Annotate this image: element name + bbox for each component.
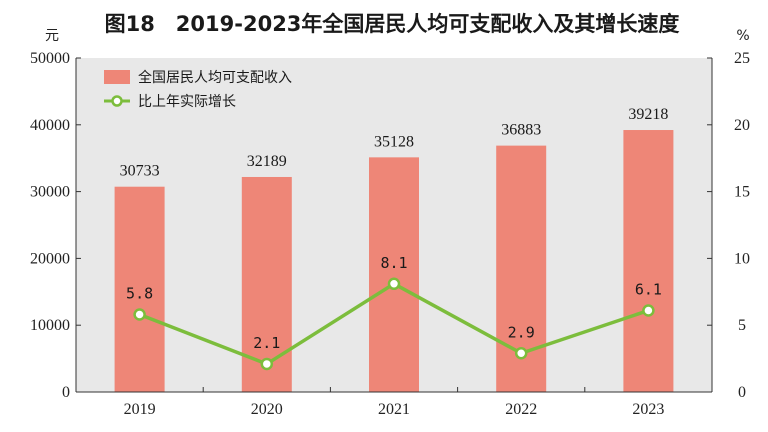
x-tick-label-2019: 2019 <box>124 401 156 418</box>
chart-title: 图18 2019-2023年全国居民人均可支配收入及其增长速度 <box>105 12 680 36</box>
legend-marker-growth <box>111 95 123 107</box>
left-tick-label: 20000 <box>30 250 70 267</box>
growth-label-2019: 5.8 <box>126 285 153 303</box>
right-axis-unit: % <box>736 28 749 44</box>
growth-point-2022 <box>514 347 528 360</box>
income-bar-label-2019: 30733 <box>120 163 160 180</box>
right-tick-label: 25 <box>734 50 750 67</box>
income-bar-2021 <box>369 157 419 392</box>
growth-label-2021: 8.1 <box>380 254 407 272</box>
legend-label-income: 全国居民人均可支配收入 <box>138 69 292 86</box>
left-tick-label: 30000 <box>30 184 70 201</box>
left-axis-unit: 元 <box>45 28 59 44</box>
left-tick-label: 0 <box>62 384 70 401</box>
growth-label-2023: 6.1 <box>635 281 662 299</box>
growth-point-2021 <box>387 277 401 291</box>
left-tick-label: 50000 <box>30 50 70 67</box>
income-bar-2023 <box>623 130 674 393</box>
right-tick-label: 15 <box>734 184 750 201</box>
legend: 全国居民人均可支配收入 比上年实际增长 <box>104 69 292 110</box>
right-tick-label: 10 <box>734 250 750 267</box>
growth-point-2023 <box>642 304 655 317</box>
income-bar-label-2023: 39218 <box>628 106 668 123</box>
income-bar-label-2021: 35128 <box>374 133 414 150</box>
right-tick-label: 20 <box>734 117 750 134</box>
income-bar-2019 <box>114 186 165 392</box>
x-tick-label-2020: 2020 <box>251 401 283 418</box>
left-tick-label: 10000 <box>30 317 70 334</box>
growth-label-2020: 2.1 <box>253 334 280 352</box>
x-tick-label-2021: 2021 <box>378 401 410 418</box>
x-tick-label-2022: 2022 <box>505 401 537 418</box>
growth-label-2022: 2.9 <box>508 323 535 341</box>
growth-point-2020 <box>260 357 274 371</box>
x-tick-label-2023: 2023 <box>632 401 664 418</box>
income-bar-label-2022: 36883 <box>501 122 541 139</box>
legend-swatch-income <box>104 70 130 84</box>
axes-layer: 0 10000 20000 30000 40000 50000 0 5 10 15 20 25 2019… <box>30 50 750 418</box>
growth-point-2019 <box>133 308 146 321</box>
income-bar-label-2020: 32189 <box>247 153 287 170</box>
right-tick-label: 0 <box>738 384 746 401</box>
left-tick-label: 40000 <box>30 117 70 134</box>
legend-label-growth: 比上年实际增长 <box>138 94 236 110</box>
growth-line-layer <box>133 277 655 371</box>
right-tick-label: 5 <box>738 317 746 334</box>
data-labels-layer: 30733 32189 35128 36883 39218 5.8 2.1 8.1 2.9 6.1 <box>120 106 669 352</box>
